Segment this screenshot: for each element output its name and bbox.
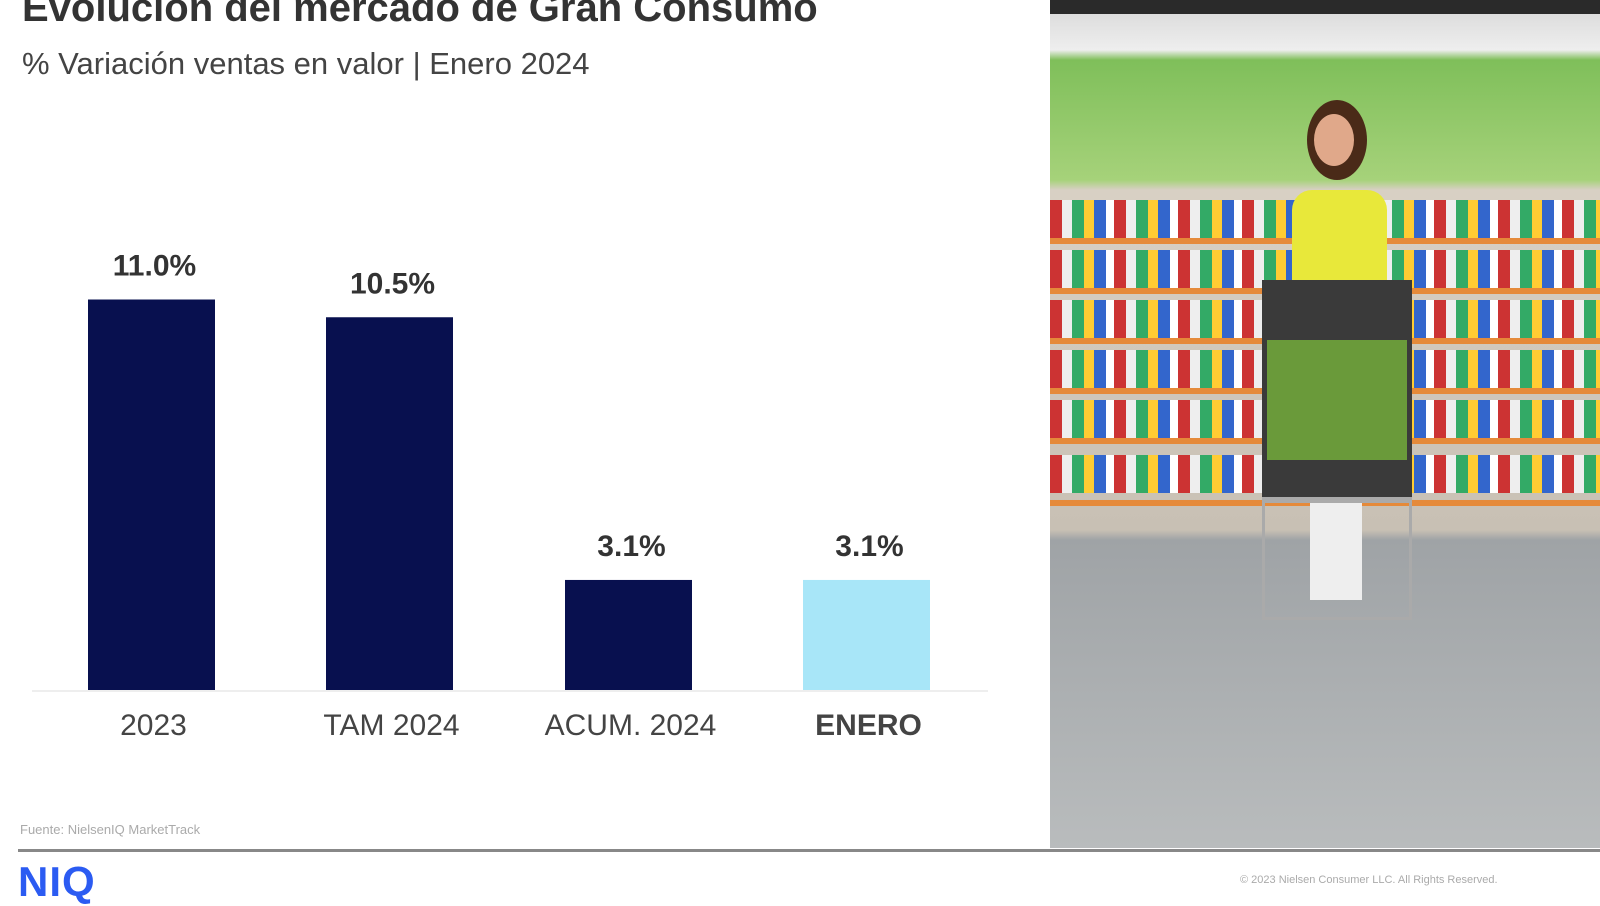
data-label: 3.1% [597,530,665,563]
data-label: 3.1% [835,530,903,563]
shopper-with-cart [1262,100,1412,620]
bar [565,579,692,690]
category-label: ENERO [815,709,922,742]
data-label: 11.0% [113,250,196,283]
chart-title: Evolución del mercado de Gran Consumo [22,0,818,30]
category-label: TAM 2024 [323,709,459,742]
supermarket-photo [1050,0,1600,848]
bar [803,579,930,690]
bar [88,299,215,690]
category-label: 2023 [120,709,187,742]
niq-logo: NIQ [18,858,96,905]
data-label: 10.5% [350,267,435,300]
bar-chart: 11.0% 2023 10.5% TAM 2024 3.1% ACUM. 2024 3.1%… [32,250,988,742]
copyright: © 2023 Nielsen Consumer LLC. All Rights … [1240,874,1498,886]
bar [326,317,453,690]
category-label: ACUM. 2024 [545,709,717,742]
footer-divider [18,849,1600,852]
chart-subtitle: % Variación ventas en valor | Enero 2024 [22,46,590,81]
source-note: Fuente: NielsenIQ MarketTrack [20,822,201,837]
